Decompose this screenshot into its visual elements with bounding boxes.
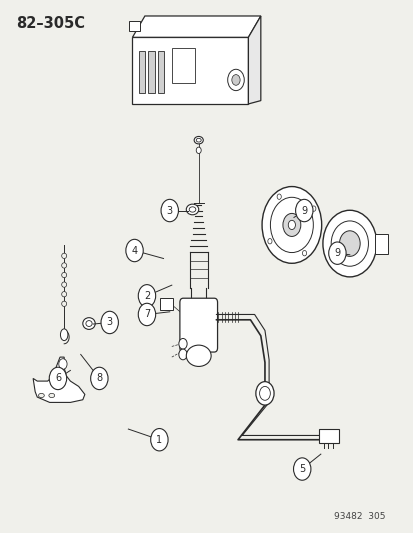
Circle shape bbox=[295, 199, 312, 222]
Circle shape bbox=[328, 242, 345, 264]
Ellipse shape bbox=[196, 139, 201, 142]
Text: 5: 5 bbox=[298, 464, 305, 474]
Circle shape bbox=[90, 367, 108, 390]
Ellipse shape bbox=[38, 393, 44, 398]
Circle shape bbox=[227, 69, 244, 91]
Circle shape bbox=[49, 367, 66, 390]
Circle shape bbox=[302, 251, 306, 256]
Circle shape bbox=[138, 285, 155, 307]
Bar bbox=[148, 51, 154, 93]
Bar bbox=[157, 51, 164, 93]
Bar bbox=[318, 429, 339, 443]
Circle shape bbox=[270, 197, 313, 253]
Circle shape bbox=[126, 239, 143, 262]
Text: 93482  305: 93482 305 bbox=[334, 512, 385, 521]
Circle shape bbox=[101, 311, 118, 334]
Circle shape bbox=[267, 239, 271, 244]
Text: 7: 7 bbox=[143, 310, 150, 319]
Ellipse shape bbox=[62, 263, 66, 268]
Bar bbox=[375, 234, 387, 254]
Circle shape bbox=[231, 75, 240, 85]
Ellipse shape bbox=[189, 207, 195, 212]
Ellipse shape bbox=[62, 272, 66, 278]
Ellipse shape bbox=[186, 345, 211, 367]
Text: 3: 3 bbox=[107, 318, 112, 327]
Circle shape bbox=[282, 213, 300, 237]
Text: 3: 3 bbox=[166, 206, 172, 215]
Circle shape bbox=[311, 206, 315, 211]
Circle shape bbox=[276, 194, 280, 199]
Text: 4: 4 bbox=[131, 246, 137, 255]
Circle shape bbox=[161, 199, 178, 222]
Circle shape bbox=[196, 147, 201, 154]
Circle shape bbox=[178, 338, 187, 349]
Ellipse shape bbox=[83, 318, 95, 329]
FancyBboxPatch shape bbox=[179, 298, 217, 352]
Bar bbox=[132, 37, 248, 104]
Circle shape bbox=[255, 382, 273, 405]
Ellipse shape bbox=[186, 204, 198, 215]
Circle shape bbox=[287, 220, 295, 230]
Text: 8: 8 bbox=[96, 374, 102, 383]
Ellipse shape bbox=[60, 329, 68, 341]
Circle shape bbox=[293, 458, 310, 480]
Ellipse shape bbox=[62, 253, 66, 259]
Ellipse shape bbox=[194, 136, 203, 144]
Ellipse shape bbox=[86, 320, 92, 326]
Circle shape bbox=[259, 386, 270, 400]
Text: 9: 9 bbox=[334, 248, 339, 258]
Polygon shape bbox=[248, 16, 260, 104]
Ellipse shape bbox=[62, 282, 66, 287]
Text: 6: 6 bbox=[55, 374, 61, 383]
Bar bbox=[171, 48, 194, 83]
Polygon shape bbox=[33, 357, 85, 402]
Circle shape bbox=[138, 303, 155, 326]
Ellipse shape bbox=[62, 292, 66, 297]
Text: 82–305C: 82–305C bbox=[17, 16, 85, 31]
Bar bbox=[160, 298, 173, 310]
Ellipse shape bbox=[62, 301, 66, 306]
Circle shape bbox=[178, 349, 187, 360]
Ellipse shape bbox=[330, 221, 368, 266]
Ellipse shape bbox=[339, 231, 359, 256]
Circle shape bbox=[59, 359, 67, 369]
Circle shape bbox=[150, 429, 168, 451]
Bar bbox=[138, 51, 145, 93]
Ellipse shape bbox=[49, 393, 55, 398]
Ellipse shape bbox=[322, 210, 376, 277]
Text: 1: 1 bbox=[156, 435, 162, 445]
Text: 9: 9 bbox=[301, 206, 306, 215]
Polygon shape bbox=[132, 16, 260, 37]
Circle shape bbox=[261, 187, 321, 263]
Bar bbox=[129, 21, 139, 31]
Text: 2: 2 bbox=[143, 291, 150, 301]
